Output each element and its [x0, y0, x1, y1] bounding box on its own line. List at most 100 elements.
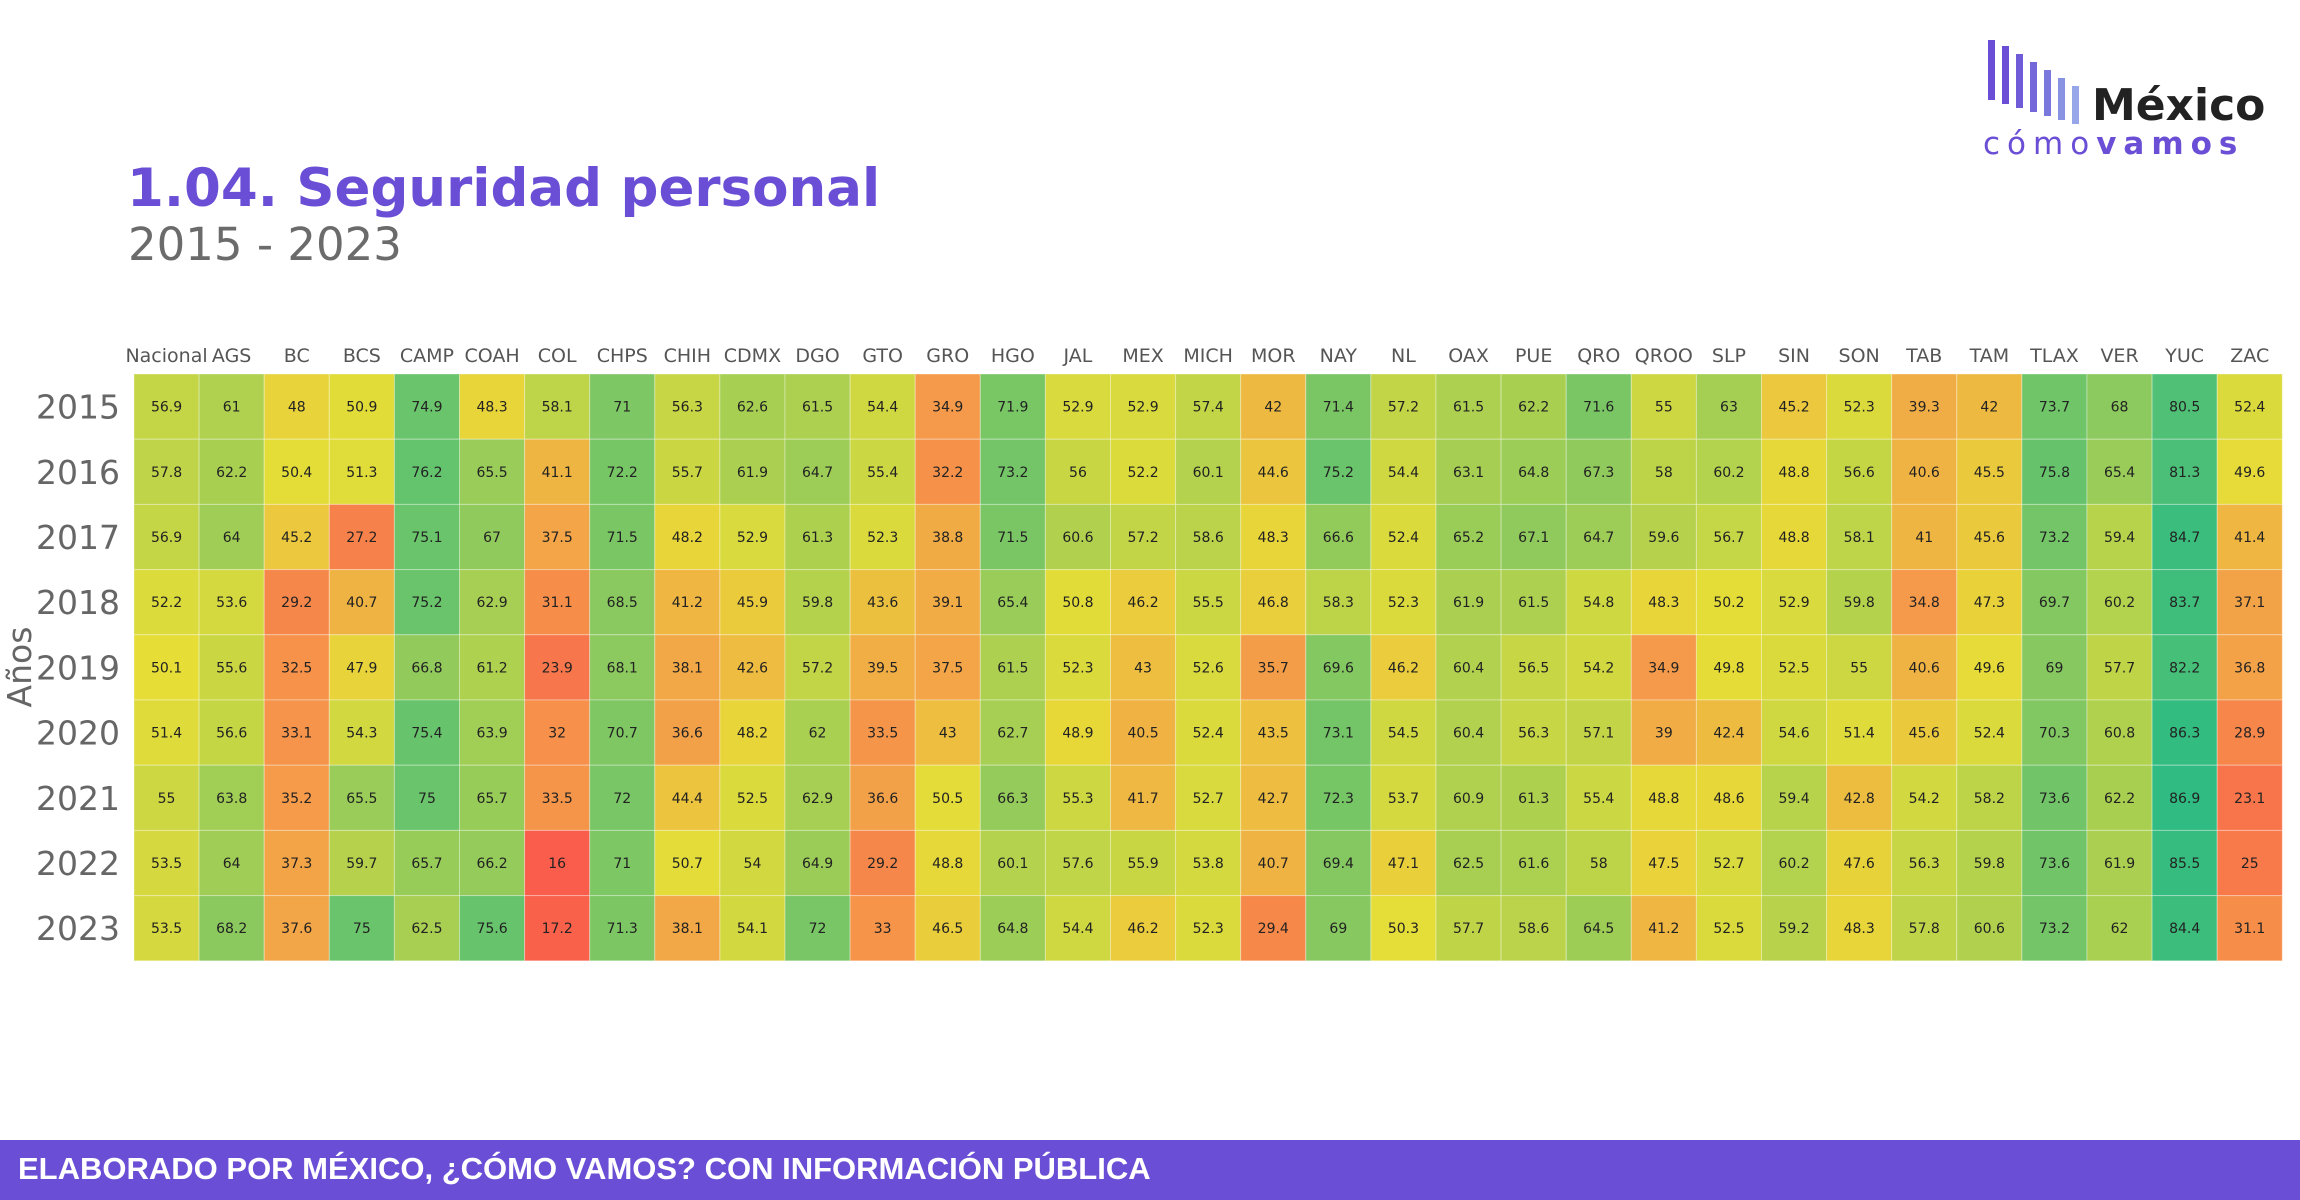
cell-value-label: 52.6 [1193, 660, 1224, 676]
heatmap-cell [784, 503, 851, 571]
cell-value-label: 62.2 [2104, 791, 2135, 807]
heatmap-cell [1044, 503, 1112, 571]
cell-value-label: 52.9 [1062, 400, 1093, 416]
cell-value-label: 59.2 [1778, 921, 1809, 937]
cell-value-label: 54.5 [1388, 726, 1419, 742]
cell-value-label: 60.2 [2104, 595, 2135, 611]
cell-value-label: 62.2 [216, 465, 247, 481]
cell-value-label: 83.7 [2169, 595, 2200, 611]
heatmap-cell [1630, 569, 1697, 636]
cell-value-label: 86.3 [2169, 726, 2200, 742]
heatmap-cell [1630, 895, 1697, 962]
heatmap-cell [198, 895, 265, 962]
cell-value-label: 40.6 [1909, 660, 1940, 676]
cell-value-label: 50.4 [281, 465, 312, 481]
heatmap-cell [1826, 634, 1893, 701]
heatmap-cell [1565, 895, 1632, 962]
cell-value-label: 75 [418, 791, 436, 807]
heatmap-cell [589, 503, 656, 571]
heatmap-cell [393, 438, 460, 505]
column-label: TAB [1905, 345, 1942, 367]
cell-value-label: 75.6 [476, 921, 507, 937]
heatmap-cell [1435, 503, 1502, 571]
cell-value-label: 64 [223, 530, 241, 546]
cell-value-label: 28.9 [2234, 726, 2265, 742]
cell-value-label: 52.3 [867, 530, 898, 546]
cell-value-label: 48.3 [1844, 921, 1875, 937]
cell-value-label: 50.5 [932, 791, 963, 807]
cell-value-label: 54.4 [867, 400, 898, 416]
heatmap-cell [1175, 438, 1242, 505]
cell-value-label: 65.5 [346, 791, 377, 807]
heatmap-cell [654, 438, 721, 505]
heatmap-cell [133, 569, 200, 636]
heatmap-cell [979, 438, 1046, 505]
cell-value-label: 60.4 [1453, 726, 1484, 742]
cell-value-label: 39 [1655, 726, 1673, 742]
cell-value-label: 17.2 [542, 921, 573, 937]
cell-value-label: 73.2 [997, 465, 1028, 481]
cell-value-label: 74.9 [411, 400, 442, 416]
heatmap-cell [979, 895, 1046, 962]
heatmap-cell [198, 764, 265, 831]
cell-value-label: 48.8 [1778, 530, 1809, 546]
heatmap-cell [1891, 569, 1958, 636]
heatmap-cell [2021, 829, 2088, 897]
heatmap-cell [979, 699, 1046, 766]
cell-value-label: 53.8 [1193, 856, 1224, 872]
logo-bar [2002, 46, 2009, 104]
cell-value-label: 84.7 [2169, 530, 2200, 546]
cell-value-label: 33.5 [542, 791, 573, 807]
heatmap-cell [589, 895, 656, 962]
cell-value-label: 59.4 [1778, 791, 1809, 807]
cell-value-label: 45.6 [1974, 530, 2005, 546]
cell-value-label: 35.7 [1258, 660, 1289, 676]
cell-value-label: 57.2 [1127, 530, 1158, 546]
cell-value-label: 37.5 [542, 530, 573, 546]
heatmap-cell [1305, 373, 1372, 440]
heatmap-cell [589, 764, 656, 831]
logo-bar [2044, 70, 2051, 116]
cell-value-label: 52.3 [1388, 595, 1419, 611]
cell-value-label: 56.9 [151, 530, 182, 546]
column-label: JAL [1063, 345, 1093, 367]
cell-value-label: 65.4 [2104, 465, 2135, 481]
heatmap-cell [393, 764, 460, 831]
heatmap-cell [459, 438, 526, 505]
cell-value-label: 47.1 [1388, 856, 1419, 872]
cell-value-label: 41.7 [1127, 791, 1158, 807]
heatmap-cell [1370, 764, 1437, 831]
cell-value-label: 68.2 [216, 921, 247, 937]
heatmap-cell [1175, 764, 1242, 831]
column-label: COL [538, 345, 577, 367]
cell-value-label: 75.2 [411, 595, 442, 611]
row-label: 2016 [36, 453, 120, 492]
column-label: PUE [1515, 345, 1552, 367]
cell-value-label: 59.8 [1974, 856, 2005, 872]
heatmap-cell [849, 895, 916, 962]
column-label: DGO [795, 345, 839, 367]
cell-value-label: 73.6 [2039, 856, 2070, 872]
heatmap-cell [198, 373, 265, 440]
cell-value-label: 34.8 [1909, 595, 1940, 611]
row-label: 2021 [36, 779, 120, 818]
cell-value-label: 50.8 [1062, 595, 1093, 611]
heatmap-cell [2021, 764, 2088, 831]
cell-value-label: 57.8 [1909, 921, 1940, 937]
heatmap-cell [979, 764, 1046, 831]
heatmap-cell [1956, 829, 2023, 897]
cell-value-label: 52.5 [1713, 921, 1744, 937]
cell-value-label: 57.1 [1583, 726, 1614, 742]
heatmap-cell [1826, 569, 1893, 636]
cell-value-label: 48.3 [476, 400, 507, 416]
heatmap-cell [1565, 634, 1632, 701]
heatmap-chart: 56.9 61 48 50.9 74.9 48.3 58.1 71 56.3 62.6 61.5 54… [0, 345, 2283, 962]
heatmap-cell [719, 699, 786, 766]
heatmap-cell [1695, 373, 1763, 440]
cell-value-label: 64.5 [1583, 921, 1614, 937]
heatmap-cell [849, 438, 916, 505]
cell-value-label: 62.5 [1453, 856, 1484, 872]
heatmap-cell [1695, 503, 1763, 571]
heatmap-cell [914, 634, 981, 701]
heatmap-cell [459, 699, 526, 766]
